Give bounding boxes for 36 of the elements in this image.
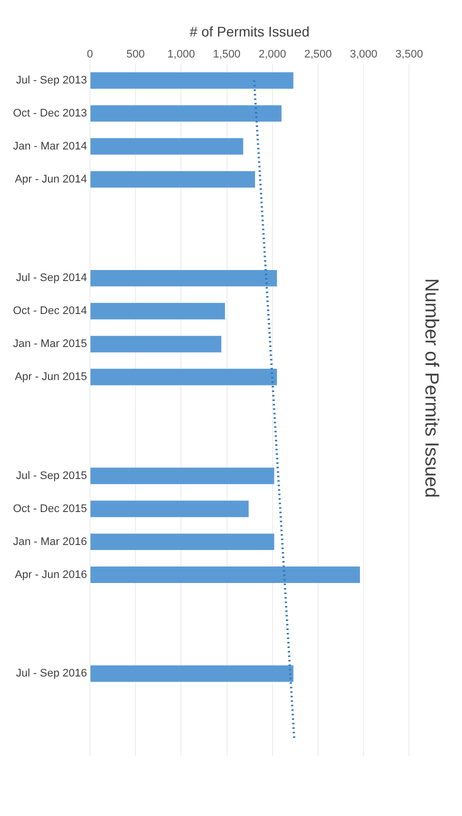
bar [90,500,249,518]
y-tick-label: Jul - Sep 2015 [16,470,87,482]
bar [90,336,222,352]
y-tick-label: Apr - Jun 2016 [14,568,87,581]
x-tick-label: 0 [86,48,94,60]
bar [90,368,277,386]
y-tick-label: Jan - Mar 2014 [12,140,87,152]
bar [90,270,277,286]
bar [90,665,294,682]
bar [90,138,244,155]
y-tick-label: Jan - Mar 2015 [12,338,87,350]
bar [90,105,282,122]
y-tick-label: Jul - Sep 2014 [16,272,87,284]
x-tick-label: 1,500 [213,48,241,60]
x-tick-label: 3,000 [350,48,378,60]
y-tick-label: Jan - Mar 2016 [12,536,87,548]
bar [90,534,274,550]
y-tick-label: Oct - Dec 2014 [12,305,87,318]
x-axis-title: # of Permits Issued [190,23,310,40]
y-tick-label: Jul - Sep 2016 [16,668,87,680]
x-tick-label: 2,000 [258,48,286,60]
bar [90,171,256,188]
bar [90,566,360,583]
x-tick-label: 500 [126,48,145,60]
y-tick-label: Oct - Dec 2013 [12,107,87,120]
bar [90,468,274,484]
bar [90,72,294,89]
x-tick-label: 3,500 [395,48,423,60]
bar [90,302,225,320]
y-tick-label: Jul - Sep 2013 [16,74,87,87]
y-tick-label: Apr - Jun 2014 [14,173,87,186]
text: Number of Permits Issued [420,278,442,498]
x-tick-label: 1,000 [167,48,195,60]
y-tick-label: Oct - Dec 2015 [12,502,87,515]
x-tick-label: 2,500 [304,48,332,60]
y-tick-label: Apr - Jun 2015 [14,371,87,384]
